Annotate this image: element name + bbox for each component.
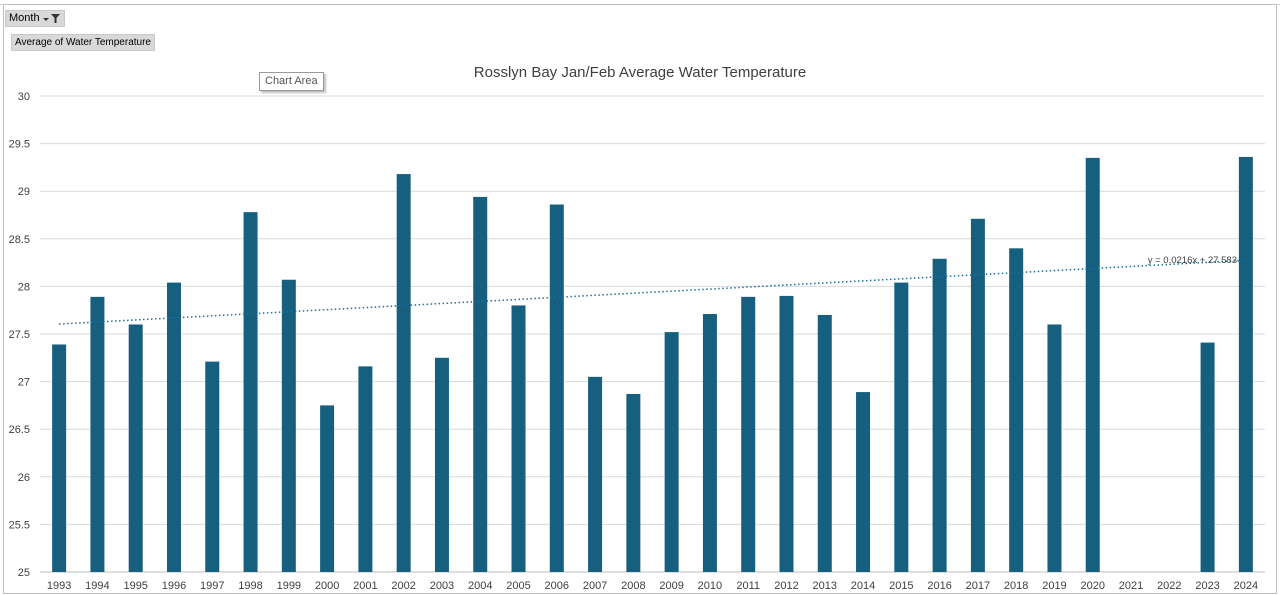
x-tick-label: 1996 xyxy=(162,580,186,592)
bar-2018[interactable] xyxy=(1009,248,1024,572)
x-tick-label: 2005 xyxy=(506,580,530,592)
x-tick-label: 1993 xyxy=(47,580,71,592)
x-tick-label: 2020 xyxy=(1080,580,1104,592)
y-tick-label: 26.5 xyxy=(9,424,30,436)
bar-2024[interactable] xyxy=(1238,156,1253,573)
x-tick-label: 2007 xyxy=(583,580,607,592)
bar-1999[interactable] xyxy=(281,279,296,572)
x-tick-label: 2003 xyxy=(430,580,454,592)
bar-2005[interactable] xyxy=(511,305,526,572)
x-tick-label: 2019 xyxy=(1042,580,1066,592)
trendline-equation-label[interactable]: y = 0.0216x + 27.583 xyxy=(1148,255,1237,266)
y-axis-ticks: 25 25.5 26 26.5 27 27.5 28 28.5 29 29.5 30 xyxy=(9,91,30,579)
y-tick-label: 26 xyxy=(18,472,30,484)
bar-1995[interactable] xyxy=(128,324,143,572)
bar-2012[interactable] xyxy=(779,295,794,572)
bar-2006[interactable] xyxy=(549,204,564,572)
x-tick-label: 2008 xyxy=(621,580,645,592)
x-tick-label: 1999 xyxy=(277,580,301,592)
y-tick-label: 29.5 xyxy=(9,139,30,151)
bar-2003[interactable] xyxy=(434,357,449,572)
x-tick-label: 2023 xyxy=(1195,580,1219,592)
bar-2014[interactable] xyxy=(856,392,871,572)
bar-2020[interactable] xyxy=(1085,157,1100,572)
x-tick-label: 2006 xyxy=(545,580,569,592)
x-tick-label: 2000 xyxy=(315,580,339,592)
y-tick-label: 28.5 xyxy=(9,234,30,246)
x-tick-label: 2016 xyxy=(927,580,951,592)
bar-2001[interactable] xyxy=(358,366,373,572)
bar-1996[interactable] xyxy=(166,282,181,572)
x-tick-label: 2014 xyxy=(851,580,875,592)
x-tick-label: 1997 xyxy=(200,580,224,592)
y-tick-label: 25.5 xyxy=(9,519,30,531)
bar-2011[interactable] xyxy=(741,296,756,572)
x-tick-label: 1998 xyxy=(238,580,262,592)
bar-2015[interactable] xyxy=(894,282,909,572)
chart-area-tooltip: Chart Area xyxy=(259,72,324,91)
month-field-button[interactable]: Month xyxy=(5,10,65,27)
bars xyxy=(52,156,1253,573)
bar-1994[interactable] xyxy=(90,296,105,572)
bar-1997[interactable] xyxy=(205,361,220,572)
y-tick-label: 30 xyxy=(18,91,30,103)
x-tick-label: 2021 xyxy=(1119,580,1143,592)
chart-title[interactable]: Rosslyn Bay Jan/Feb Average Water Temper… xyxy=(474,64,806,81)
bar-2002[interactable] xyxy=(396,174,411,572)
bar-2023[interactable] xyxy=(1200,342,1215,572)
bar-2013[interactable] xyxy=(817,314,832,572)
x-tick-label: 2011 xyxy=(736,580,760,592)
bar-2017[interactable] xyxy=(970,218,985,573)
bar-1993[interactable] xyxy=(52,344,67,572)
bar-2010[interactable] xyxy=(702,314,717,572)
x-tick-label: 2012 xyxy=(774,580,798,592)
y-tick-label: 28 xyxy=(18,281,30,293)
bar-2016[interactable] xyxy=(932,258,947,572)
bar-2019[interactable] xyxy=(1047,324,1062,572)
x-tick-label: 2017 xyxy=(966,580,990,592)
y-tick-label: 25 xyxy=(18,567,30,579)
x-tick-label: 1994 xyxy=(85,580,109,592)
month-field-label: Month xyxy=(9,12,40,24)
y-tick-label: 29 xyxy=(18,186,30,198)
x-tick-label: 2004 xyxy=(468,580,492,592)
bar-1998[interactable] xyxy=(243,212,258,573)
filter-dropdown-icon xyxy=(42,13,61,24)
x-tick-label: 2022 xyxy=(1157,580,1181,592)
gridlines xyxy=(40,95,1265,573)
x-tick-label: 1995 xyxy=(123,580,147,592)
bar-2009[interactable] xyxy=(664,332,679,572)
y-tick-label: 27.5 xyxy=(9,329,30,341)
x-tick-label: 2001 xyxy=(353,580,377,592)
bar-2007[interactable] xyxy=(588,376,603,572)
bar-2004[interactable] xyxy=(473,196,488,573)
x-tick-label: 2018 xyxy=(1004,580,1028,592)
x-tick-label: 2013 xyxy=(813,580,837,592)
trendline[interactable] xyxy=(59,259,1246,325)
value-field-button[interactable]: Average of Water Temperature xyxy=(11,34,155,51)
x-tick-label: 2010 xyxy=(698,580,722,592)
bar-2008[interactable] xyxy=(626,393,641,572)
x-tick-label: 2002 xyxy=(391,580,415,592)
y-tick-label: 27 xyxy=(18,377,30,389)
x-tick-label: 2015 xyxy=(889,580,913,592)
x-axis-ticks: 1993 1994 1995 1996 1997 1998 1999 2000 2001 2002… xyxy=(47,580,1258,592)
x-tick-label: 2009 xyxy=(659,580,683,592)
x-tick-label: 2024 xyxy=(1234,580,1258,592)
trendline-group: y = 0.0216x + 27.583 xyxy=(59,255,1246,325)
bar-2000[interactable] xyxy=(320,405,335,572)
